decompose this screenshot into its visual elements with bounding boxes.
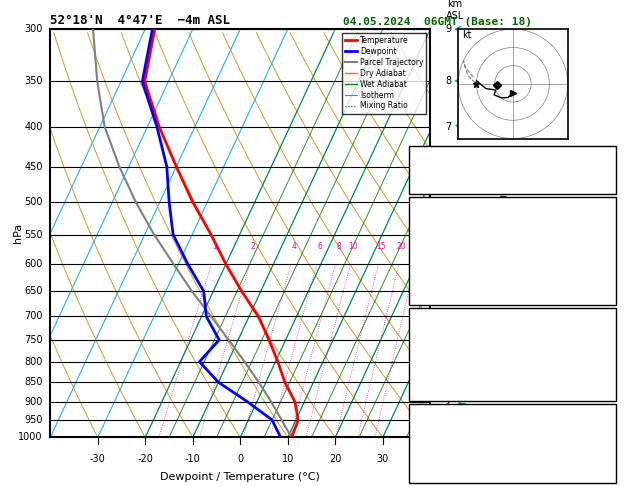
Text: LCL: LCL bbox=[434, 422, 452, 432]
Text: 8: 8 bbox=[607, 353, 613, 364]
Text: 7: 7 bbox=[445, 122, 452, 132]
Text: 0: 0 bbox=[237, 454, 243, 464]
Text: CIN (J): CIN (J) bbox=[414, 287, 458, 297]
Text: 10: 10 bbox=[348, 242, 359, 251]
Text: 350: 350 bbox=[25, 76, 43, 87]
Text: 30: 30 bbox=[377, 454, 389, 464]
Text: -8: -8 bbox=[601, 146, 613, 156]
Text: 10: 10 bbox=[282, 454, 294, 464]
Text: 40: 40 bbox=[601, 161, 613, 171]
Text: 1000: 1000 bbox=[18, 433, 43, 442]
Text: θₑ(K): θₑ(K) bbox=[414, 242, 445, 252]
Text: 650: 650 bbox=[25, 286, 43, 296]
Text: 550: 550 bbox=[24, 230, 43, 240]
Text: 6: 6 bbox=[445, 197, 452, 208]
Text: 700: 700 bbox=[25, 312, 43, 321]
Text: Lifted Index: Lifted Index bbox=[414, 257, 489, 267]
Text: 25: 25 bbox=[413, 242, 423, 251]
Text: Hodograph: Hodograph bbox=[484, 404, 541, 415]
Text: 0: 0 bbox=[607, 287, 613, 297]
Text: -20: -20 bbox=[137, 454, 153, 464]
Text: 1: 1 bbox=[213, 242, 217, 251]
Text: 4: 4 bbox=[292, 242, 297, 251]
Text: 52°18'N  4°47'E  −4m ASL: 52°18'N 4°47'E −4m ASL bbox=[50, 14, 230, 27]
Text: 20: 20 bbox=[397, 242, 406, 251]
Text: CAPE (J): CAPE (J) bbox=[414, 272, 464, 282]
Text: CAPE (J): CAPE (J) bbox=[414, 368, 464, 379]
Text: 2: 2 bbox=[251, 242, 255, 251]
Text: 8.5: 8.5 bbox=[594, 227, 613, 237]
Text: PW (cm): PW (cm) bbox=[414, 176, 458, 186]
Text: 8: 8 bbox=[336, 242, 341, 251]
Text: 3: 3 bbox=[445, 357, 452, 367]
Text: Dewp (°C): Dewp (°C) bbox=[414, 227, 470, 237]
Text: 301: 301 bbox=[594, 242, 613, 252]
Text: 1.13: 1.13 bbox=[588, 176, 613, 186]
Text: CIN (J): CIN (J) bbox=[414, 383, 458, 394]
Text: 0: 0 bbox=[607, 383, 613, 394]
Text: Most Unstable: Most Unstable bbox=[472, 308, 554, 318]
Text: 850: 850 bbox=[25, 377, 43, 387]
Text: 15: 15 bbox=[377, 242, 386, 251]
Text: EH: EH bbox=[414, 419, 426, 430]
Text: 300: 300 bbox=[25, 24, 43, 34]
Text: 40: 40 bbox=[424, 454, 437, 464]
Text: Pressure (mb): Pressure (mb) bbox=[414, 323, 495, 333]
Text: 10.8: 10.8 bbox=[588, 212, 613, 222]
Text: Temp (°C): Temp (°C) bbox=[414, 212, 470, 222]
Text: © weatheronline.co.uk: © weatheronline.co.uk bbox=[451, 470, 574, 480]
Text: -5: -5 bbox=[601, 419, 613, 430]
Text: K: K bbox=[414, 146, 420, 156]
Text: 0: 0 bbox=[607, 368, 613, 379]
Text: 1: 1 bbox=[445, 433, 452, 442]
Text: km
ASL: km ASL bbox=[446, 0, 464, 21]
Text: 400: 400 bbox=[25, 122, 43, 132]
Text: SREH: SREH bbox=[414, 434, 439, 445]
Text: 950: 950 bbox=[594, 323, 613, 333]
Text: 303: 303 bbox=[594, 338, 613, 348]
Text: 2: 2 bbox=[445, 397, 452, 407]
Text: 500: 500 bbox=[25, 197, 43, 208]
Text: Surface: Surface bbox=[491, 197, 535, 207]
Text: 0: 0 bbox=[607, 272, 613, 282]
Text: -30: -30 bbox=[90, 454, 106, 464]
Text: StmDir: StmDir bbox=[414, 450, 452, 460]
Text: 266°: 266° bbox=[588, 450, 613, 460]
Text: 750: 750 bbox=[24, 335, 43, 345]
Text: 5: 5 bbox=[445, 259, 452, 269]
Text: -10: -10 bbox=[185, 454, 201, 464]
Text: 8: 8 bbox=[445, 76, 452, 87]
Text: hPa: hPa bbox=[13, 223, 23, 243]
Text: 450: 450 bbox=[25, 162, 43, 172]
Text: 600: 600 bbox=[25, 259, 43, 269]
Text: 9: 9 bbox=[607, 257, 613, 267]
Text: Mixing Ratio (g/kg): Mixing Ratio (g/kg) bbox=[499, 191, 508, 276]
Text: Totals Totals: Totals Totals bbox=[414, 161, 495, 171]
Text: θₑ (K): θₑ (K) bbox=[414, 338, 452, 348]
Text: 6: 6 bbox=[318, 242, 322, 251]
Text: Dewpoint / Temperature (°C): Dewpoint / Temperature (°C) bbox=[160, 472, 320, 482]
Text: 800: 800 bbox=[25, 357, 43, 367]
Text: 9: 9 bbox=[607, 465, 613, 475]
Text: 9: 9 bbox=[445, 24, 452, 34]
Text: 2: 2 bbox=[607, 434, 613, 445]
Text: Lifted Index: Lifted Index bbox=[414, 353, 489, 364]
Text: 4: 4 bbox=[445, 312, 452, 321]
Text: 20: 20 bbox=[329, 454, 342, 464]
Text: 04.05.2024  06GMT (Base: 18): 04.05.2024 06GMT (Base: 18) bbox=[343, 17, 532, 27]
Text: 950: 950 bbox=[25, 415, 43, 425]
Legend: Temperature, Dewpoint, Parcel Trajectory, Dry Adiabat, Wet Adiabat, Isotherm, Mi: Temperature, Dewpoint, Parcel Trajectory… bbox=[342, 33, 426, 114]
Text: 900: 900 bbox=[25, 397, 43, 407]
Text: StmSpd (kt): StmSpd (kt) bbox=[414, 465, 482, 475]
Text: kt: kt bbox=[462, 30, 471, 40]
